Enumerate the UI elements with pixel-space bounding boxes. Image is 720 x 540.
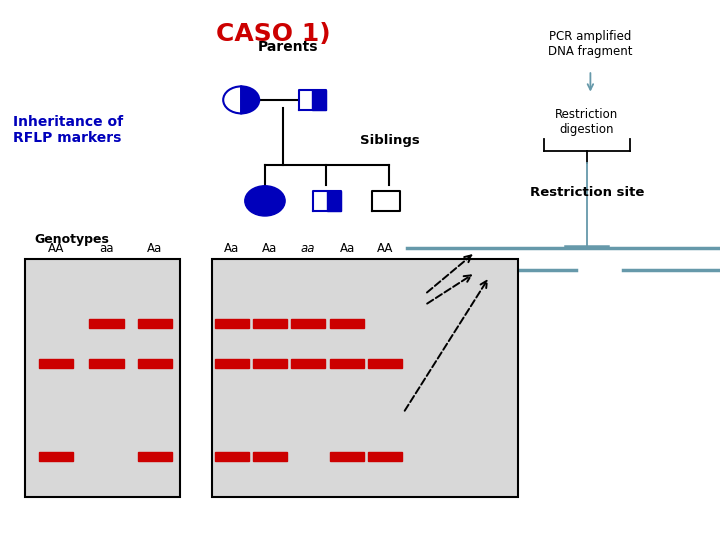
Polygon shape [327,191,341,211]
FancyBboxPatch shape [330,360,364,368]
FancyBboxPatch shape [215,360,249,368]
FancyBboxPatch shape [291,319,325,328]
Circle shape [245,186,285,216]
FancyBboxPatch shape [368,452,402,461]
FancyBboxPatch shape [39,360,73,368]
Text: aa: aa [301,242,315,255]
Text: AA: AA [48,242,64,255]
Text: Inheritance of
RFLP markers: Inheritance of RFLP markers [13,114,123,145]
Text: AA: AA [377,242,393,255]
FancyBboxPatch shape [89,319,124,328]
FancyBboxPatch shape [138,452,172,461]
FancyBboxPatch shape [215,452,249,461]
Text: Restriction site: Restriction site [530,186,644,199]
Text: Restriction
digestion: Restriction digestion [555,108,618,136]
FancyBboxPatch shape [138,319,172,328]
FancyBboxPatch shape [253,360,287,368]
FancyBboxPatch shape [368,360,402,368]
Text: Parents: Parents [258,40,318,54]
Text: CASO 1): CASO 1) [216,22,331,45]
FancyBboxPatch shape [291,360,325,368]
FancyBboxPatch shape [138,360,172,368]
FancyBboxPatch shape [89,360,124,368]
Polygon shape [299,90,312,110]
FancyBboxPatch shape [39,452,73,461]
FancyBboxPatch shape [25,259,180,497]
Polygon shape [372,191,400,211]
Wedge shape [241,86,259,113]
Text: Aa: Aa [339,242,355,255]
FancyBboxPatch shape [253,452,287,461]
Text: Genotypes: Genotypes [35,233,109,246]
Text: Siblings: Siblings [360,134,420,147]
Polygon shape [312,90,326,110]
FancyBboxPatch shape [330,319,364,328]
Text: PCR amplified
DNA fragment: PCR amplified DNA fragment [548,30,633,58]
Text: Aa: Aa [147,242,163,255]
FancyBboxPatch shape [330,452,364,461]
Text: aa: aa [99,242,114,255]
FancyBboxPatch shape [212,259,518,497]
Text: Aa: Aa [262,242,278,255]
Polygon shape [313,191,327,211]
FancyBboxPatch shape [215,319,249,328]
Text: Aa: Aa [224,242,240,255]
Wedge shape [223,86,241,113]
FancyBboxPatch shape [253,319,287,328]
